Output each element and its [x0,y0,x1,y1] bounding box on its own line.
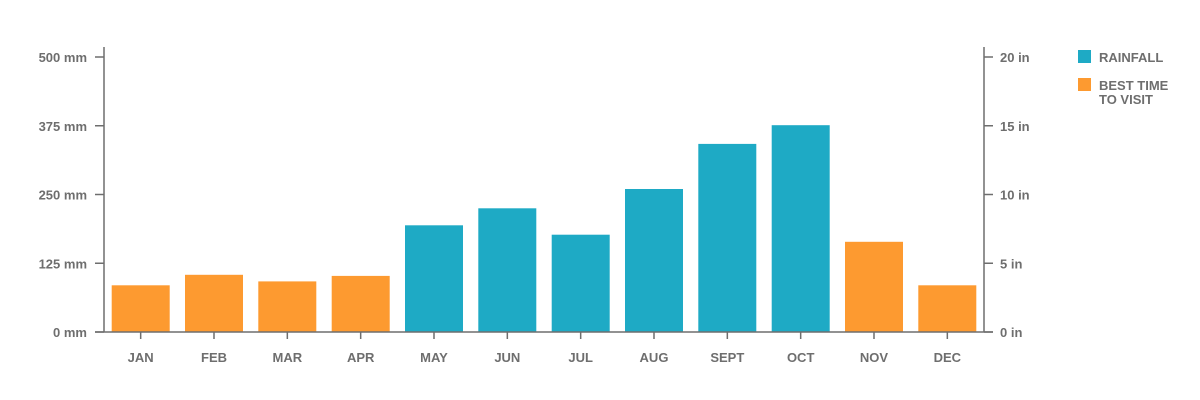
legend-swatch-best [1078,78,1091,91]
left-tick-label: 125 mm [39,256,87,271]
bar-jun [478,208,537,333]
bar-mar [258,281,317,332]
right-tick-label: 5 in [1000,256,1022,271]
left-tick-label: 0 mm [53,325,87,340]
month-label: MAR [273,350,303,365]
bar-nov [845,241,903,332]
right-y-axis: 0 in 5 in 10 in 15 in 20 in [983,47,1030,340]
bar-jul [551,234,610,332]
month-label: JAN [128,350,154,365]
legend-label-best: BEST TIME [1099,78,1169,93]
month-label: NOV [860,350,889,365]
right-tick-label: 15 in [1000,119,1030,134]
bar-aug [625,189,683,332]
bar-jan [111,285,170,333]
month-label: APR [347,350,375,365]
month-label: JUL [568,350,593,365]
month-label: SEPT [710,350,744,365]
legend-label-best: TO VISIT [1099,92,1153,107]
month-label: OCT [787,350,815,365]
month-label: MAY [420,350,448,365]
month-label: JUN [494,350,520,365]
legend-swatch-rainfall [1078,50,1091,63]
left-tick-label: 250 mm [39,188,87,203]
bar-feb [185,274,243,332]
month-label: FEB [201,350,227,365]
left-tick-label: 500 mm [39,50,87,65]
x-axis: JAN FEB MAR APR MAY JUN JUL AUG SEPT OCT NOV DEC [95,331,993,365]
bar-apr [331,275,390,332]
right-tick-label: 20 in [1000,50,1030,65]
right-tick-label: 10 in [1000,188,1030,203]
bar-dec [918,285,977,333]
month-label: DEC [934,350,962,365]
left-tick-label: 375 mm [39,119,87,134]
left-y-axis: 0 mm 125 mm 250 mm 375 mm 500 mm [39,47,105,340]
bar-may [405,225,463,332]
bars [111,125,977,333]
bar-oct [771,125,830,332]
legend-label-rainfall: RAINFALL [1099,50,1163,65]
bar-sept [698,143,757,332]
right-tick-label: 0 in [1000,325,1022,340]
month-label: AUG [640,350,669,365]
